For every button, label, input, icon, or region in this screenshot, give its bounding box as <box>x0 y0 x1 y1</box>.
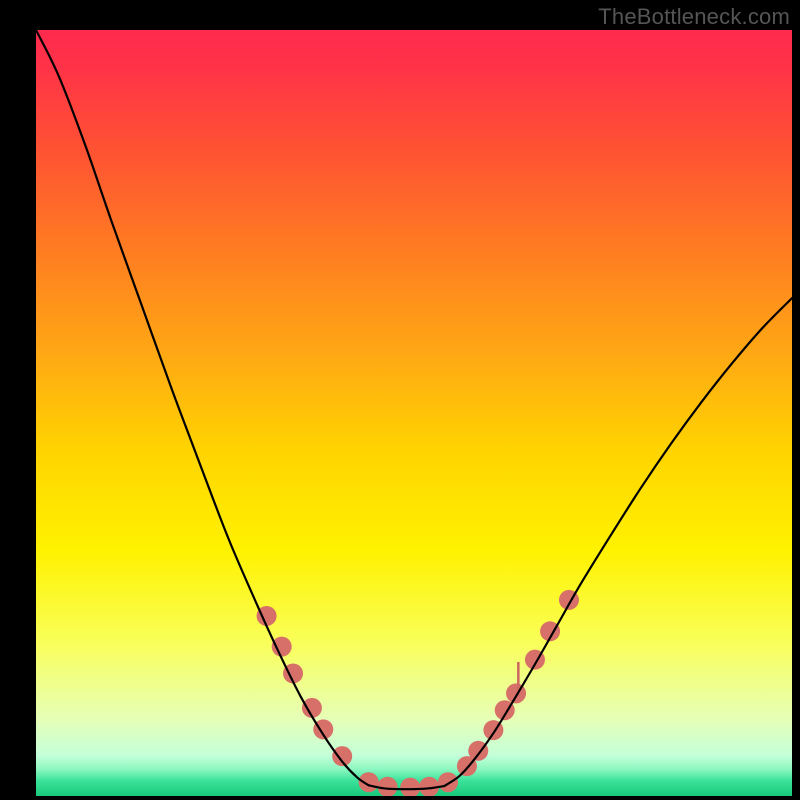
watermark-text: TheBottleneck.com <box>598 4 790 30</box>
plot-area <box>36 30 792 796</box>
data-marker <box>272 637 292 657</box>
data-marker <box>438 772 458 792</box>
data-marker <box>378 777 398 796</box>
gradient-background <box>36 30 792 796</box>
chart-canvas: TheBottleneck.com <box>0 0 800 800</box>
